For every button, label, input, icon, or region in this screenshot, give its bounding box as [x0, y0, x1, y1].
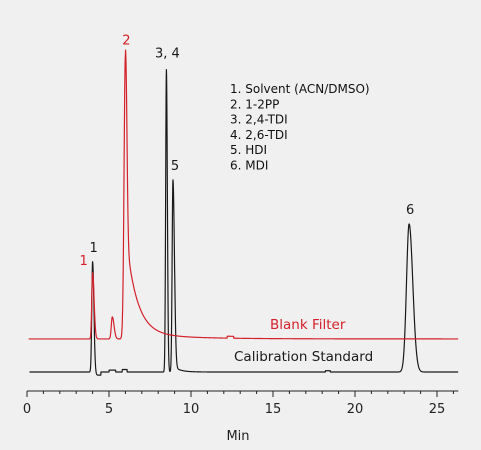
legend-item: 1. Solvent (ACN/DMSO) — [230, 82, 370, 96]
peak-legend: 1. Solvent (ACN/DMSO)2. 1-2PP 3. 2,4-TDI4… — [230, 82, 370, 173]
legend-item: 6. MDI — [230, 159, 268, 173]
peak-label-blank-1: 1 — [79, 254, 87, 269]
series-line-blank-filter — [28, 49, 459, 340]
x-tick-label: 0 — [23, 402, 31, 417]
x-tick-label: 5 — [105, 402, 113, 417]
peak-label-cal-3-4: 3, 4 — [155, 47, 180, 62]
peak-label-cal-1: 1 — [89, 241, 97, 256]
x-tick-label: 20 — [347, 402, 364, 417]
series-label-calibration-standard: Calibration Standard — [234, 349, 373, 365]
x-tick-label: 25 — [429, 402, 446, 417]
peak-label-blank-2: 2 — [122, 33, 130, 48]
legend-item: 5. HDI — [230, 143, 267, 157]
peak-label-cal-5: 5 — [171, 159, 179, 174]
legend-item: 3. 2,4-TDI — [230, 113, 288, 127]
x-tick-label: 10 — [183, 402, 200, 417]
legend-item: 2. 1-2PP — [230, 97, 279, 111]
legend-item: 4. 2,6-TDI — [230, 128, 288, 142]
peak-label-cal-6: 6 — [406, 203, 414, 218]
x-axis-title: Min — [226, 429, 249, 444]
series-label-blank-filter: Blank Filter — [270, 317, 346, 333]
peak-labels-group: 1 3, 4 5 6 1 2 — [79, 33, 414, 268]
traces-group — [28, 49, 459, 376]
series-line-calibration-standard — [29, 69, 459, 376]
x-tick-label: 15 — [265, 402, 282, 417]
x-axis: 0 5 10 15 20 25 — [23, 390, 459, 417]
